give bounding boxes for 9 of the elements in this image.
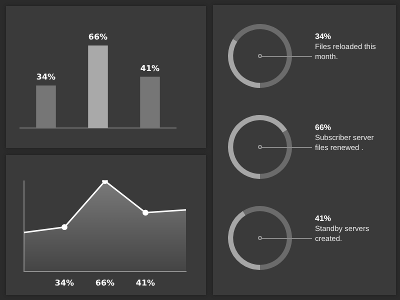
x-tick-label: 41% [136,278,156,288]
data-label: 41% [140,64,160,73]
text: 41% [315,214,332,224]
text: 66% [315,123,332,133]
x-tick-label: 34% [54,278,74,288]
text: 34% [315,32,332,42]
data-label: 66% [88,32,108,42]
data-label: 34% [36,72,56,82]
x-tick-label: 66% [95,278,115,288]
